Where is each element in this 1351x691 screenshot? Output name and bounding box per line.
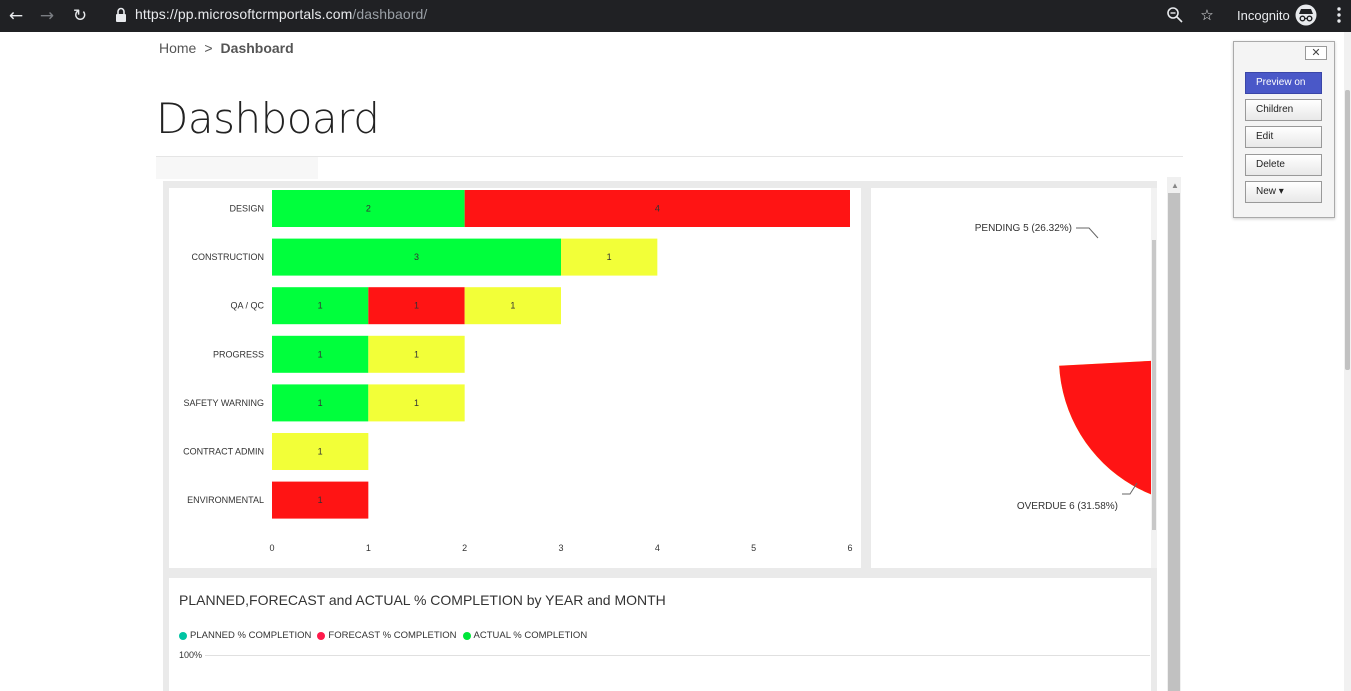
bar-segment[interactable] bbox=[561, 238, 658, 276]
address-bar[interactable] bbox=[104, 3, 1226, 29]
lock-icon bbox=[116, 7, 126, 22]
preview-button[interactable]: Preview on bbox=[1245, 72, 1322, 94]
admin-close-button[interactable]: ✕ bbox=[1305, 46, 1327, 60]
bar-data-label: 1 bbox=[510, 301, 515, 311]
bar-category-label: PROGRESS bbox=[213, 349, 264, 359]
incognito-icon[interactable] bbox=[1295, 4, 1317, 26]
edit-button[interactable]: Edit bbox=[1245, 126, 1322, 148]
bar-segment[interactable] bbox=[272, 190, 465, 227]
x-tick-label: 4 bbox=[655, 543, 660, 553]
bookmark-star-icon[interactable]: ☆ bbox=[1200, 6, 1214, 24]
line-chart-gridline bbox=[205, 655, 1150, 656]
scroll-up-arrow-icon[interactable]: ▲ bbox=[1171, 181, 1179, 190]
reload-icon[interactable]: ↻ bbox=[72, 6, 88, 26]
bar-segment[interactable] bbox=[272, 238, 561, 276]
breadcrumb-home[interactable]: Home bbox=[159, 40, 197, 56]
url-text[interactable]: https://pp.microsoftcrmportals.com/dashb… bbox=[135, 6, 427, 22]
pie-leader-line-pending bbox=[1076, 227, 1099, 239]
bar-data-label: 1 bbox=[318, 447, 323, 457]
legend-label-planned: PLANNED % COMPLETION bbox=[190, 630, 312, 641]
pie-leader-line-overdue bbox=[1122, 482, 1138, 495]
title-divider bbox=[156, 156, 1183, 157]
bar-segment[interactable] bbox=[272, 481, 369, 519]
x-tick-label: 3 bbox=[558, 543, 563, 553]
delete-button[interactable]: Delete bbox=[1245, 154, 1322, 176]
bar-category-label: CONTRACT ADMIN bbox=[183, 447, 264, 457]
bar-data-label: 2 bbox=[366, 204, 371, 214]
page-scroll-thumb[interactable] bbox=[1345, 90, 1350, 370]
bar-segment[interactable] bbox=[368, 287, 465, 325]
bar-data-label: 3 bbox=[414, 252, 419, 262]
legend-dot-forecast bbox=[317, 631, 326, 640]
pie-label-overdue: OVERDUE 6 (31.58%) bbox=[1017, 501, 1118, 512]
url-host: https://pp.microsoftcrmportals.com bbox=[135, 6, 353, 22]
incognito-label: Incognito bbox=[1237, 8, 1290, 23]
breadcrumb: Home > Dashboard bbox=[159, 40, 294, 56]
url-path: /dashbaord/ bbox=[352, 6, 428, 22]
bar-category-label: SAFETY WARNING bbox=[183, 398, 264, 408]
x-tick-label: 0 bbox=[269, 543, 274, 553]
line-chart-title: PLANNED,FORECAST and ACTUAL % COMPLETION… bbox=[179, 592, 666, 608]
bar-segment[interactable] bbox=[464, 190, 850, 227]
new-button[interactable]: New ▾ bbox=[1245, 181, 1322, 203]
breadcrumb-current: Dashboard bbox=[220, 40, 294, 56]
bar-data-label: 4 bbox=[655, 204, 660, 214]
legend-item-forecast[interactable]: FORECAST % COMPLETION bbox=[317, 630, 457, 641]
bar-data-label: 1 bbox=[414, 301, 419, 311]
bar-segment[interactable] bbox=[464, 287, 561, 325]
zoom-icon[interactable] bbox=[1165, 5, 1185, 25]
bar-category-label: QA / QC bbox=[230, 301, 264, 311]
legend-dot-actual bbox=[462, 631, 471, 640]
line-chart-y-tick: 100% bbox=[179, 650, 203, 660]
legend-item-planned[interactable]: PLANNED % COMPLETION bbox=[179, 630, 311, 641]
pie-chart[interactable]: PENDING 5 (26.32%) OVERDUE 6 (31.58%) bbox=[871, 188, 1151, 568]
dashboard-scroll-thumb[interactable] bbox=[1168, 193, 1180, 691]
legend-label-forecast: FORECAST % COMPLETION bbox=[328, 630, 457, 641]
bar-category-label: DESIGN bbox=[229, 204, 264, 214]
kebab-menu-icon[interactable] bbox=[1329, 5, 1349, 25]
x-tick-label: 6 bbox=[847, 543, 852, 553]
children-button[interactable]: Children bbox=[1245, 99, 1322, 121]
pie-label-pending: PENDING 5 (26.32%) bbox=[975, 223, 1072, 234]
report-tab-strip[interactable] bbox=[156, 157, 318, 179]
pie-slice-overdue[interactable] bbox=[1059, 358, 1151, 505]
x-tick-label: 2 bbox=[462, 543, 467, 553]
bar-segment[interactable] bbox=[272, 384, 369, 422]
page-title: Dashboard bbox=[156, 94, 380, 143]
bar-data-label: 1 bbox=[607, 252, 612, 262]
line-chart-panel bbox=[169, 578, 1151, 691]
bar-category-label: CONSTRUCTION bbox=[192, 252, 265, 262]
back-icon[interactable]: ← bbox=[8, 6, 24, 26]
bar-category-label: ENVIRONMENTAL bbox=[187, 495, 264, 505]
bar-data-label: 1 bbox=[318, 495, 323, 505]
bar-segment[interactable] bbox=[272, 335, 369, 373]
line-chart-legend: PLANNED % COMPLETION FORECAST % COMPLETI… bbox=[179, 630, 587, 641]
bar-data-label: 1 bbox=[318, 398, 323, 408]
legend-dot-planned bbox=[179, 631, 187, 640]
legend-item-actual[interactable]: ACTUAL % COMPLETION bbox=[462, 630, 588, 641]
bar-segment[interactable] bbox=[368, 335, 465, 373]
x-tick-label: 5 bbox=[751, 543, 756, 553]
legend-label-actual: ACTUAL % COMPLETION bbox=[473, 630, 588, 641]
breadcrumb-separator: > bbox=[204, 40, 213, 56]
forward-icon[interactable]: → bbox=[39, 6, 55, 26]
x-tick-label: 1 bbox=[366, 543, 371, 553]
pie-panel-scroll-thumb[interactable] bbox=[1152, 240, 1156, 530]
bar-data-label: 1 bbox=[414, 349, 419, 359]
bar-segment[interactable] bbox=[272, 287, 369, 325]
bar-data-label: 1 bbox=[318, 349, 323, 359]
bar-segment[interactable] bbox=[272, 433, 369, 470]
bar-segment[interactable] bbox=[368, 384, 465, 422]
bar-data-label: 1 bbox=[414, 398, 419, 408]
bar-data-label: 1 bbox=[318, 301, 323, 311]
stacked-bar-chart[interactable]: DESIGN 2 4 CONSTRUCTION 3 1 QA / QC 1 1 1 PROGRESS… bbox=[169, 188, 861, 568]
